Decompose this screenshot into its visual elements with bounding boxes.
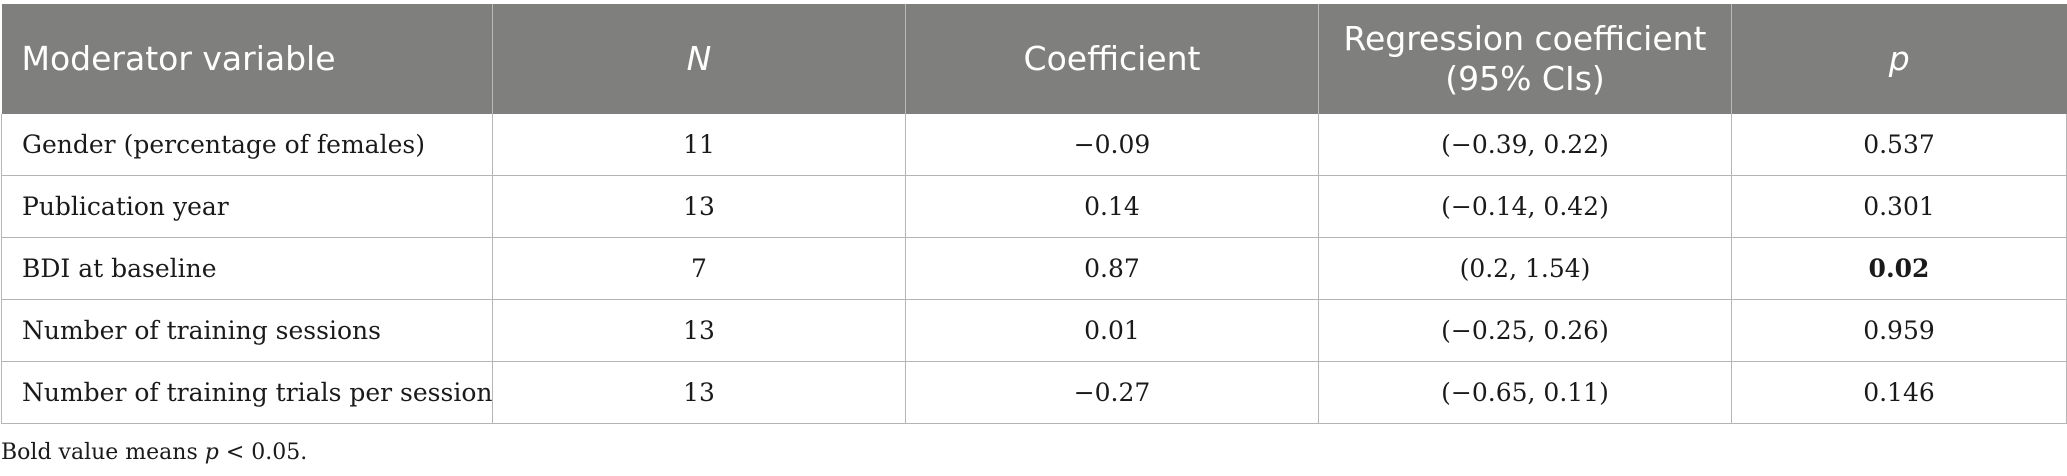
cell-regression-ci: (−0.39, 0.22) xyxy=(1318,114,1732,176)
table-body: Gender (percentage of females) 11 −0.09 (−0… xyxy=(1,114,2067,424)
cell-moderator-variable: Number of training trials per session xyxy=(1,361,493,424)
header-row: Moderator variable N Coefficient Regress… xyxy=(1,4,2067,114)
cell-regression-ci: (0.2, 1.54) xyxy=(1318,237,1732,300)
cell-coefficient: −0.27 xyxy=(905,361,1319,424)
table-row: Gender (percentage of females) 11 −0.09 (−0… xyxy=(1,114,2067,176)
table-row: Publication year 13 0.14 (−0.14, 0.42) 0.301 xyxy=(1,175,2067,238)
cell-n: 13 xyxy=(492,299,906,362)
cell-p-value: 0.537 xyxy=(1731,114,2067,176)
cell-p-value: 0.02 xyxy=(1731,237,2067,300)
header-regression-ci: Regression coefficient (95% CIs) xyxy=(1318,4,1732,114)
header-n: N xyxy=(492,4,906,114)
cell-moderator-variable: Publication year xyxy=(1,175,493,238)
cell-coefficient: 0.14 xyxy=(905,175,1319,238)
header-coefficient: Coefficient xyxy=(905,4,1319,114)
cell-n: 13 xyxy=(492,361,906,424)
header-p: p xyxy=(1731,4,2067,114)
cell-moderator-variable: BDI at baseline xyxy=(1,237,493,300)
cell-p-value: 0.146 xyxy=(1731,361,2067,424)
footnote-text-before: Bold value means xyxy=(1,440,205,465)
cell-coefficient: −0.09 xyxy=(905,114,1319,176)
moderator-table-container: Moderator variable N Coefficient Regress… xyxy=(0,4,2067,465)
cell-n: 11 xyxy=(492,114,906,176)
cell-n: 7 xyxy=(492,237,906,300)
cell-regression-ci: (−0.14, 0.42) xyxy=(1318,175,1732,238)
table-footnote: Bold value means p < 0.05. xyxy=(1,440,2067,465)
table-header: Moderator variable N Coefficient Regress… xyxy=(1,4,2067,114)
cell-regression-ci: (−0.25, 0.26) xyxy=(1318,299,1732,362)
cell-regression-ci: (−0.65, 0.11) xyxy=(1318,361,1732,424)
table-row: Number of training sessions 13 0.01 (−0.25,… xyxy=(1,299,2067,362)
cell-p-value: 0.959 xyxy=(1731,299,2067,362)
cell-p-value: 0.301 xyxy=(1731,175,2067,238)
moderator-regression-table: Moderator variable N Coefficient Regress… xyxy=(1,4,2067,424)
table-row: Number of training trials per session 13−… xyxy=(1,361,2067,424)
cell-moderator-variable: Number of training sessions xyxy=(1,299,493,362)
cell-coefficient: 0.01 xyxy=(905,299,1319,362)
cell-n: 13 xyxy=(492,175,906,238)
footnote-p-symbol: p xyxy=(204,440,219,465)
header-moderator-variable: Moderator variable xyxy=(1,4,493,114)
cell-coefficient: 0.87 xyxy=(905,237,1319,300)
table-row: BDI at baseline 7 0.87 (0.2, 1.54) 0.02 xyxy=(1,237,2067,300)
footnote-text-after: < 0.05. xyxy=(218,440,308,465)
cell-moderator-variable: Gender (percentage of females) xyxy=(1,114,493,176)
